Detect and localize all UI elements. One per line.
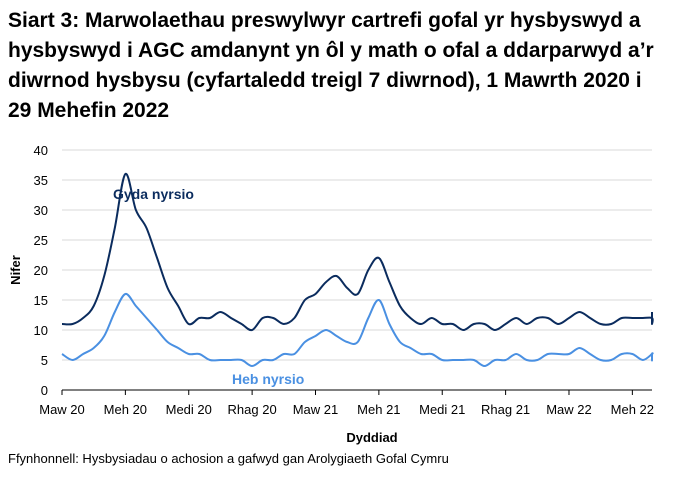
y-tick-label-0: 0 (41, 383, 48, 398)
x-tick-label-5: Meh 21 (357, 402, 400, 417)
series-label-gyda-nyrsio: Gyda nyrsio (113, 186, 194, 202)
x-tick-label-9: Meh 22 (611, 402, 654, 417)
y-tick-label-30: 30 (34, 203, 48, 218)
x-tick-label-8: Maw 22 (546, 402, 592, 417)
x-tick-label-4: Maw 21 (293, 402, 339, 417)
x-tick-label-6: Medi 21 (419, 402, 465, 417)
y-tick-label-10: 10 (34, 323, 48, 338)
series-line-heb-nyrsio (61, 292, 654, 367)
y-tick-label-35: 35 (34, 173, 48, 188)
x-tick-label-3: Rhag 20 (228, 402, 277, 417)
y-tick-label-20: 20 (34, 263, 48, 278)
series-label-heb-nyrsio: Heb nyrsio (232, 371, 304, 387)
x-tick-label-2: Medi 20 (166, 402, 212, 417)
y-tick-label-25: 25 (34, 233, 48, 248)
y-tick-label-15: 15 (34, 293, 48, 308)
series-line-gyda-nyrsio (61, 172, 654, 332)
y-tick-label-5: 5 (41, 353, 48, 368)
source-note: Ffynhonnell: Hysbysiadau o achosion a ga… (8, 451, 449, 466)
chart-title: Siart 3: Marwolaethau preswylwyr cartref… (8, 9, 654, 122)
x-tick-label-0: Maw 20 (39, 402, 85, 417)
x-tick-label-7: Rhag 21 (481, 402, 530, 417)
y-axis-title: Nifer (8, 255, 23, 285)
x-tick-label-1: Meh 20 (104, 402, 147, 417)
y-tick-label-40: 40 (34, 143, 48, 158)
x-axis-title: Dyddiad (346, 430, 397, 445)
